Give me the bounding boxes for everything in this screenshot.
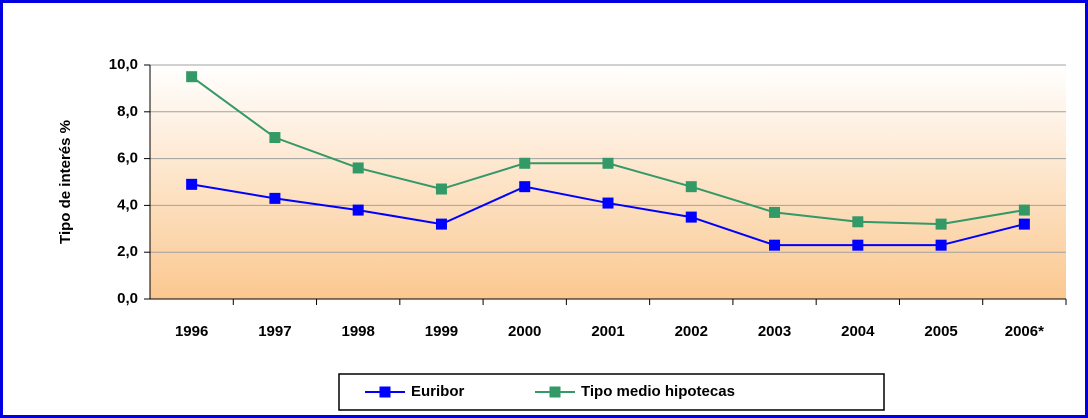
x-tick-label: 2005	[924, 323, 957, 340]
point	[519, 181, 531, 193]
point	[685, 211, 697, 223]
x-tick-label: 2000	[508, 323, 541, 340]
x-tick-label: 1999	[425, 323, 458, 340]
point	[435, 183, 447, 195]
x-tick-label: 1996	[175, 323, 208, 340]
y-axis-title: Tipo de interés %	[57, 120, 74, 244]
point	[1018, 204, 1030, 216]
y-tick-label: 2,0	[117, 243, 138, 260]
point	[935, 239, 947, 251]
y-tick-label: 8,0	[117, 103, 138, 120]
y-tick-label: 0,0	[117, 290, 138, 307]
point	[186, 71, 198, 83]
point	[519, 157, 531, 169]
x-tick-label: 2004	[841, 323, 875, 340]
x-tick-label: 2002	[675, 323, 708, 340]
point	[852, 216, 864, 228]
y-tick-label: 10,0	[109, 56, 138, 73]
point	[852, 239, 864, 251]
legend	[338, 373, 885, 411]
legend-label: Euribor	[411, 383, 464, 400]
point	[769, 206, 781, 218]
point	[602, 197, 614, 209]
x-tick-label: 1998	[341, 323, 374, 340]
legend-marker	[379, 386, 391, 398]
point	[352, 204, 364, 216]
point	[602, 157, 614, 169]
point	[186, 178, 198, 190]
point	[269, 192, 281, 204]
point	[352, 162, 364, 174]
point	[1018, 218, 1030, 230]
point	[685, 181, 697, 193]
y-tick-label: 4,0	[117, 196, 138, 213]
y-tick-label: 6,0	[117, 150, 138, 167]
point	[435, 218, 447, 230]
plot-area	[150, 65, 1066, 299]
point	[769, 239, 781, 251]
point	[935, 218, 947, 230]
legend-label: Tipo medio hipotecas	[581, 383, 735, 400]
legend-marker	[549, 386, 561, 398]
x-tick-label: 2001	[591, 323, 624, 340]
x-tick-label: 2003	[758, 323, 791, 340]
x-tick-label: 2006*	[1005, 323, 1044, 340]
point	[269, 132, 281, 144]
x-tick-label: 1997	[258, 323, 291, 340]
